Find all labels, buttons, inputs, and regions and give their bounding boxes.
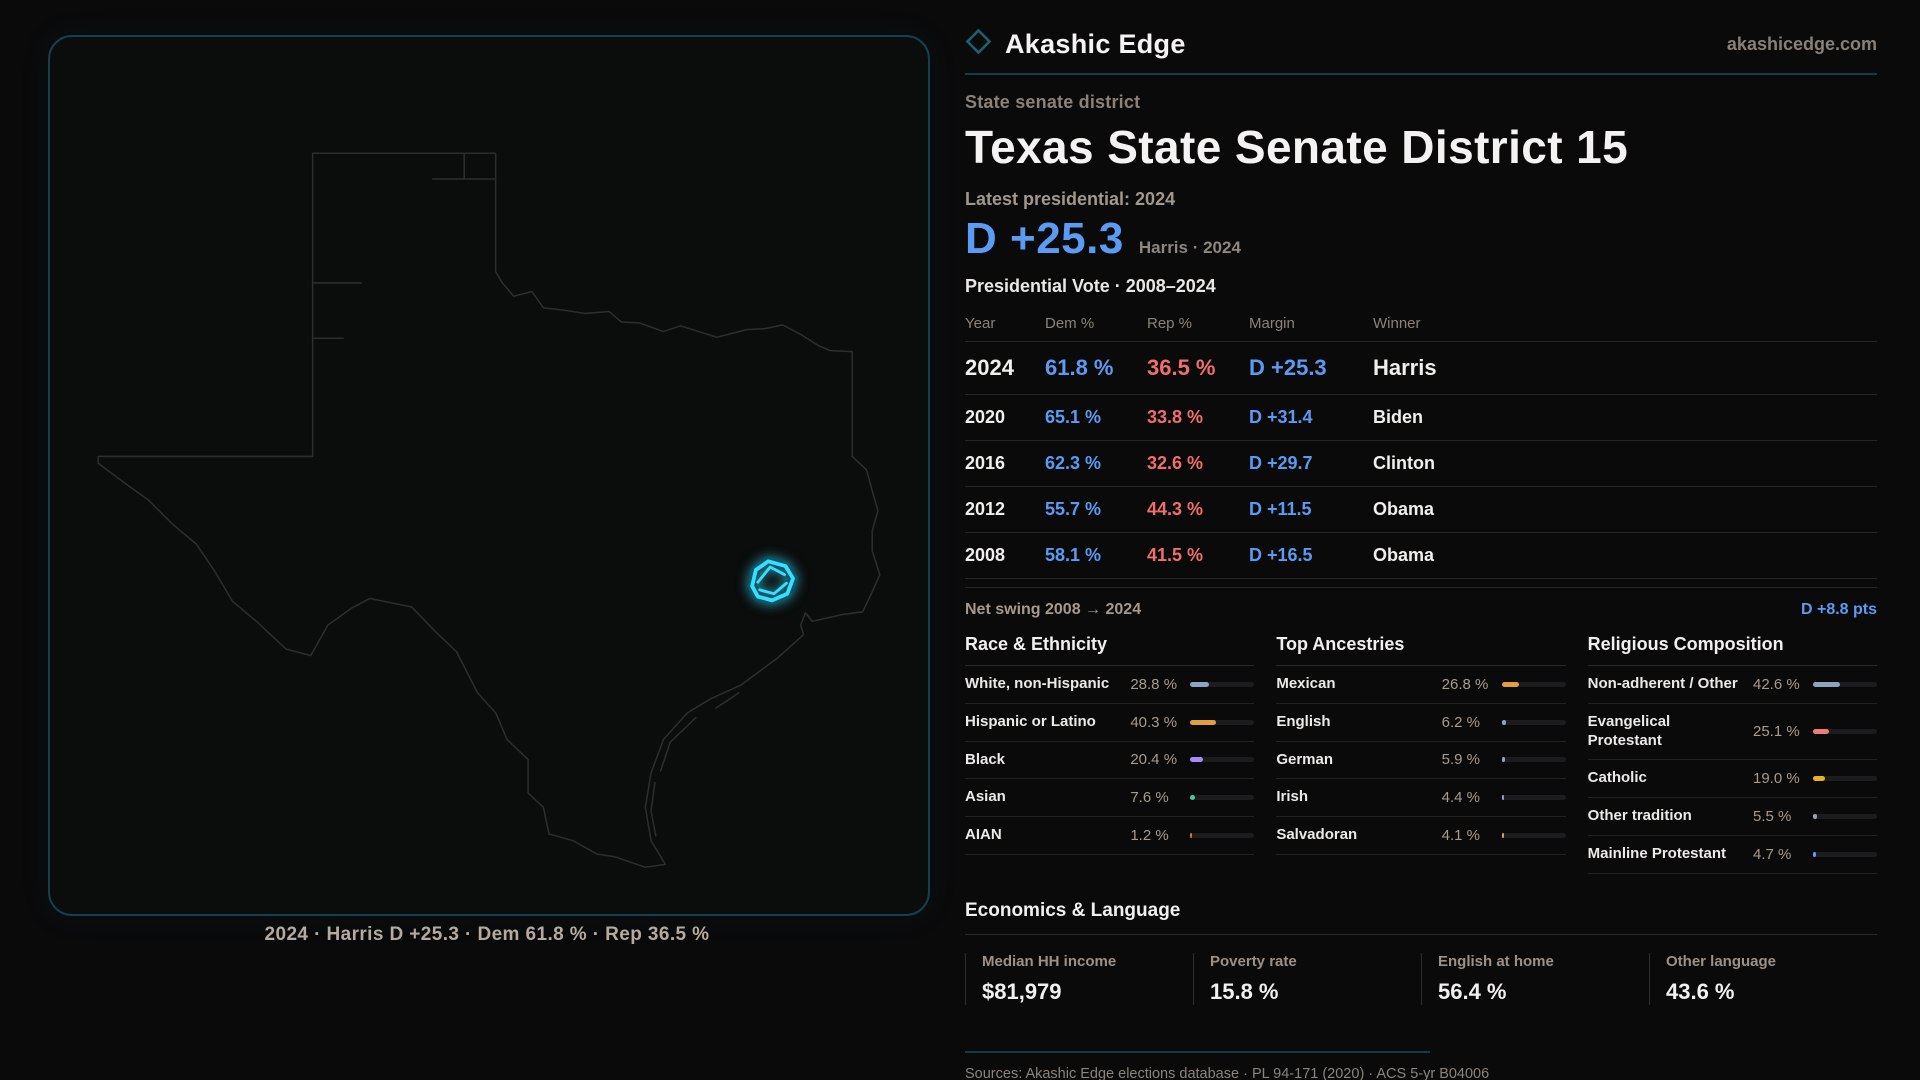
table-title: Presidential Vote · 2008–2024 [965,276,1216,296]
district-highlight [747,556,798,606]
brand-domain[interactable]: akashicedge.com [1726,33,1877,54]
stat-row: Mainline Protestant 4.7 % [1587,836,1877,874]
panel-race-ethnicity: Race & Ethnicity White, non-Hispanic 28.… [965,634,1255,874]
table-row[interactable]: 2016 62.3 % 32.6 % D +29.7 Clinton [965,441,1877,487]
brand-name: Akashic Edge [1005,28,1186,59]
economics-stats: Median HH income $81,979 Poverty rate 15… [965,952,1877,1005]
mini-bar [1812,729,1877,734]
stat-english-at-home: English at home 56.4 % [1421,952,1649,1005]
table-header-row: Year Dem % Rep % Margin Winner [965,307,1877,342]
stat-row: Other tradition 5.5 % [1587,798,1877,836]
texas-map [97,152,881,869]
stat-poverty-rate: Poverty rate 15.8 % [1193,952,1421,1005]
header: Akashic Edge akashicedge.com [965,28,1877,60]
demographic-panels: Race & Ethnicity White, non-Hispanic 28.… [965,634,1877,874]
footer-rule [965,1050,1430,1053]
mini-bar [1190,681,1255,687]
panel-top-ancestries: Top Ancestries Mexican 26.8 % English 6.… [1276,634,1566,874]
col-year: Year [965,315,996,332]
hero-margin-value: D +25.3 [965,214,1124,263]
mini-bar [1501,795,1566,801]
stat-row: German 5.9 % [1276,742,1566,780]
mini-bar [1812,681,1877,687]
mini-bar [1190,719,1255,725]
stat-row: White, non-Hispanic 28.8 % [965,666,1255,704]
panhandle-box [431,152,497,180]
col-dem: Dem % [1045,315,1095,332]
mini-bar [1501,719,1566,725]
mini-bar [1812,851,1877,857]
panel-religious-composition: Religious Composition Non-adherent / Oth… [1587,634,1877,874]
col-margin: Margin [1249,315,1295,332]
stat-row: AIAN 1.2 % [965,817,1255,855]
mini-bar [1501,757,1566,763]
table-row[interactable]: 2008 58.1 % 41.5 % D +16.5 Obama [965,533,1877,579]
page-title: Texas State Senate District 15 [965,121,1629,173]
stat-row: Evangelical Protestant 25.1 % [1587,704,1877,761]
panel-title: Top Ancestries [1276,634,1566,666]
stat-row: Non-adherent / Other 42.6 % [1587,666,1877,704]
presidential-vote-table: Year Dem % Rep % Margin Winner 2024 61.8… [965,307,1877,579]
mini-bar [1501,832,1566,838]
table-row[interactable]: 2012 55.7 % 44.3 % D +11.5 Obama [965,487,1877,533]
stat-row: Salvadoran 4.1 % [1276,817,1566,855]
latest-presidential-label: Latest presidential: 2024 [965,189,1176,209]
barrier-islands [650,692,740,837]
stat-row: Catholic 19.0 % [1587,760,1877,798]
detail-column: Akashic Edge akashicedge.com State senat… [965,28,1877,1080]
mini-bar [1190,795,1255,801]
stat-row: Irish 4.4 % [1276,779,1566,817]
table-row[interactable]: 2024 61.8 % 36.5 % D +25.3 Harris [965,342,1877,395]
state-map-panel[interactable] [48,35,930,916]
stat-row: Asian 7.6 % [965,779,1255,817]
sources-line: Sources: Akashic Edge elections database… [965,1065,1490,1080]
stat-row: Black 20.4 % [965,742,1255,780]
net-swing-row: Net swing 2008 → 2024 D +8.8 pts [965,587,1877,619]
hero-margin-row: D +25.3 Harris · 2024 [965,214,1877,264]
stat-row: English 6.2 % [1276,704,1566,742]
col-winner: Winner [1373,315,1421,332]
texas-outline [97,152,881,869]
panel-title: Religious Composition [1587,634,1877,666]
table-row[interactable]: 2020 65.1 % 33.8 % D +31.4 Biden [965,395,1877,441]
col-rep: Rep % [1147,315,1193,332]
stat-other-language: Other language 43.6 % [1649,952,1877,1005]
hero-margin-sub: Harris · 2024 [1138,238,1241,257]
mini-bar [1190,832,1255,838]
panel-title: Race & Ethnicity [965,634,1255,666]
economics-title: Economics & Language [965,900,1877,935]
mini-bar [1812,813,1877,819]
kicker: State senate district [965,92,1141,112]
map-caption: 2024 · Harris D +25.3 · Dem 61.8 % · Rep… [264,924,710,945]
diamond-icon [965,28,992,60]
mini-bar [1501,681,1566,687]
net-swing-label: Net swing 2008 → 2024 [965,601,1142,618]
net-swing-value: D +8.8 pts [1800,601,1877,618]
mini-bar [1812,776,1877,782]
stat-row: Mexican 26.8 % [1276,666,1566,704]
stat-median-hh-income: Median HH income $81,979 [965,952,1193,1005]
stat-row: Hispanic or Latino 40.3 % [965,704,1255,742]
header-rule [965,73,1877,75]
mini-bar [1190,757,1255,763]
brand[interactable]: Akashic Edge [965,28,1186,60]
